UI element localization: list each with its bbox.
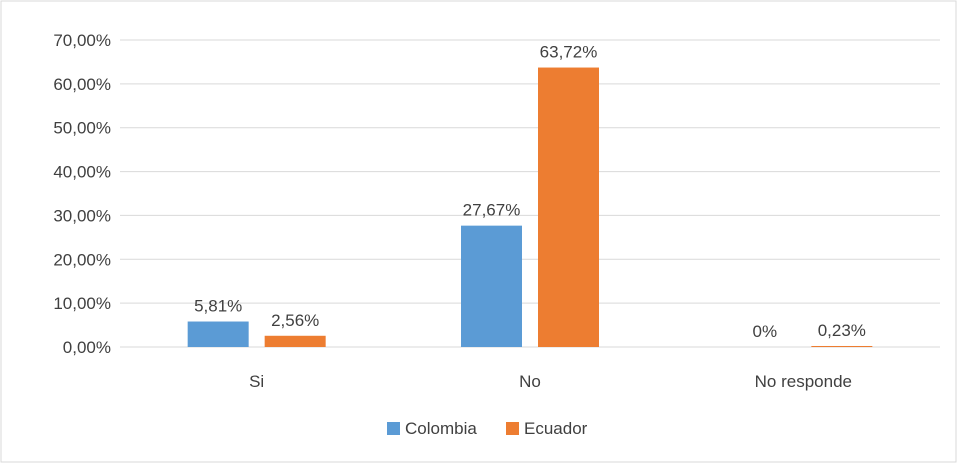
bar-colombia-1	[461, 225, 522, 347]
y-axis-ticks: 0,00% 10,00% 20,00% 30,00% 40,00% 50,00% 60,00…	[53, 31, 111, 357]
gridlines	[120, 39, 940, 348]
legend-label-colombia: Colombia	[405, 419, 477, 438]
bar-ecuador-1	[538, 67, 599, 347]
data-label: 27,67%	[463, 201, 521, 220]
category-label: No responde	[755, 372, 852, 391]
y-tick-label: 40,00%	[53, 163, 111, 182]
bar-ecuador-2	[811, 345, 873, 347]
data-label: 5,81%	[194, 297, 242, 316]
legend: Colombia Ecuador	[387, 419, 588, 438]
bar-colombia-0	[187, 321, 249, 347]
data-label: 0%	[753, 322, 778, 341]
y-tick-label: 10,00%	[53, 294, 111, 313]
category-label: No	[519, 372, 541, 391]
y-tick-label: 50,00%	[53, 119, 111, 138]
y-tick-label: 60,00%	[53, 75, 111, 94]
data-label: 0,23%	[818, 321, 866, 340]
data-label: 63,72%	[540, 43, 598, 62]
legend-label-ecuador: Ecuador	[524, 419, 588, 438]
legend-swatch-ecuador	[506, 422, 519, 435]
y-tick-label: 30,00%	[53, 206, 111, 225]
category-label: Si	[249, 372, 264, 391]
bar-ecuador-0	[264, 335, 326, 347]
y-tick-label: 20,00%	[53, 250, 111, 269]
data-label: 2,56%	[271, 311, 319, 330]
legend-swatch-colombia	[387, 422, 400, 435]
data-labels: 5,81% 2,56% 27,67% 63,72% 0% 0,23%	[194, 43, 866, 341]
y-tick-label: 0,00%	[63, 338, 111, 357]
x-axis-categories: Si No No responde	[249, 372, 852, 391]
bars	[187, 67, 873, 347]
y-tick-label: 70,00%	[53, 31, 111, 50]
